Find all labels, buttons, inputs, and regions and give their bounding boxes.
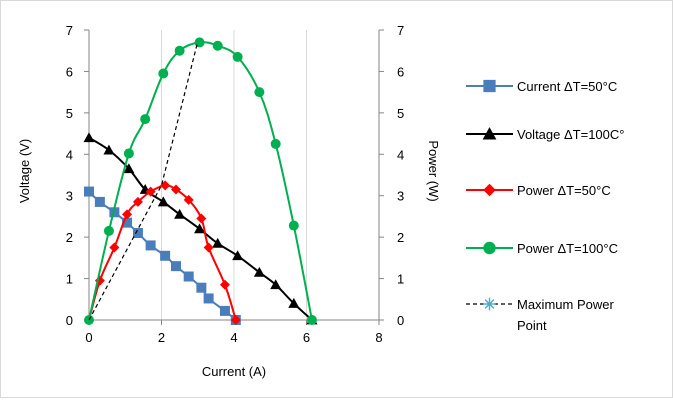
series-2-point-8 xyxy=(183,194,194,205)
series-1-point-10 xyxy=(270,279,282,290)
series-4 xyxy=(88,41,199,321)
y-tick-label-5: 5 xyxy=(66,106,73,121)
series-3-point-5 xyxy=(174,45,185,56)
series-3-point-10 xyxy=(270,138,281,149)
legend-label-4-line-2: Point xyxy=(517,318,547,333)
y2-tick-label-1: 1 xyxy=(397,272,404,287)
series-0-point-4 xyxy=(132,228,143,238)
series-2-point-11 xyxy=(219,279,230,290)
series-2-point-9 xyxy=(196,213,207,224)
legend-marker-3 xyxy=(483,241,496,255)
legend-entry-2: Power ΔT=50°C xyxy=(466,183,611,198)
series-1-point-2 xyxy=(123,163,135,174)
series-0-point-6 xyxy=(160,250,171,261)
legend-label-0: Current ΔT=50°C xyxy=(517,79,617,94)
y-tick-label-0: 0 xyxy=(66,313,73,328)
series-3-point-8 xyxy=(232,51,243,62)
series-0-point-10 xyxy=(203,293,214,304)
series-1-point-6 xyxy=(194,223,206,234)
series-3-point-2 xyxy=(123,148,134,159)
grid xyxy=(161,30,307,320)
series-1-point-4 xyxy=(157,196,169,207)
series-1-point-8 xyxy=(232,250,244,261)
series-3-point-7 xyxy=(212,40,223,51)
legend-marker-1 xyxy=(482,127,497,140)
y-tick-label-6: 6 xyxy=(66,64,73,79)
y-axis-title: Voltage (V) xyxy=(17,139,32,203)
x-tick-label-6: 6 xyxy=(303,330,310,345)
y2-axis-title: Power (W) xyxy=(426,140,441,201)
x-axis-title: Current (A) xyxy=(202,364,266,379)
legend-label-1: Voltage ΔT=100C° xyxy=(517,127,624,142)
legend-entry-4: Maximum Power Point xyxy=(466,297,614,333)
y2-tick-label-0: 0 xyxy=(397,313,404,328)
x-tick-label-8: 8 xyxy=(375,330,382,345)
x-tick-label-4: 4 xyxy=(230,330,237,345)
series-0-point-9 xyxy=(196,282,207,293)
series-1-point-11 xyxy=(288,297,300,308)
y2-tick-label-4: 4 xyxy=(397,147,404,162)
y-tick-label-4: 4 xyxy=(66,147,73,162)
series-2-point-12 xyxy=(230,315,241,325)
y2-tick-label-6: 6 xyxy=(397,64,404,79)
legend-marker-2 xyxy=(483,183,496,197)
series-1 xyxy=(83,132,318,325)
series-1-point-5 xyxy=(174,208,186,219)
series-0-point-8 xyxy=(183,271,194,282)
series-3-point-9 xyxy=(254,87,265,98)
x-tick-label-0: 0 xyxy=(85,330,92,345)
y2-tick-label-7: 7 xyxy=(397,23,404,38)
series-2 xyxy=(84,180,241,325)
series-2-point-5 xyxy=(145,186,156,197)
series-3-point-1 xyxy=(103,225,114,236)
legend-marker-4 xyxy=(483,297,496,311)
series-0-point-5 xyxy=(145,240,156,251)
y2-tick-label-5: 5 xyxy=(397,106,404,121)
series-1-point-1 xyxy=(103,144,115,155)
y-tick-label-1: 1 xyxy=(66,272,73,287)
series-0-point-1 xyxy=(94,196,105,207)
series-1-point-0 xyxy=(83,132,95,143)
series-3-point-12 xyxy=(306,315,317,325)
series-0-point-11 xyxy=(219,305,230,316)
series-3-line xyxy=(88,41,313,321)
legend-marker-0 xyxy=(483,79,496,93)
legend-label-2: Power ΔT=50°C xyxy=(517,183,611,198)
y2-tick-label-3: 3 xyxy=(397,189,404,204)
y-tick-label-2: 2 xyxy=(66,230,73,245)
series-2-point-2 xyxy=(109,242,120,253)
legend-entry-3: Power ΔT=100°C xyxy=(466,241,618,256)
y2-tick-label-2: 2 xyxy=(397,230,404,245)
series-0 xyxy=(84,186,241,325)
y-tick-label-7: 7 xyxy=(66,23,73,38)
series-2-point-7 xyxy=(171,184,181,195)
x-tick-label-2: 2 xyxy=(158,330,165,345)
legend-entry-0: Current ΔT=50°C xyxy=(466,79,617,94)
series-3-point-4 xyxy=(158,68,169,79)
series-0-point-7 xyxy=(171,261,181,272)
legend: Current ΔT=50°C Voltage ΔT=100C° Power ΔT=… xyxy=(466,79,624,333)
y-tick-label-3: 3 xyxy=(66,189,73,204)
series-0-point-0 xyxy=(84,186,94,197)
legend-label-3: Power ΔT=100°C xyxy=(517,241,618,256)
series-3-point-11 xyxy=(288,220,299,231)
series-4-line xyxy=(88,41,199,321)
series-3 xyxy=(84,37,317,325)
series-3-point-3 xyxy=(140,114,151,125)
series-1-point-7 xyxy=(212,237,224,248)
series-2-point-10 xyxy=(203,242,214,253)
legend-label-4-line-1: Maximum Power xyxy=(517,297,614,312)
series-2-point-4 xyxy=(132,196,143,207)
series-1-point-9 xyxy=(253,266,265,277)
series-layer xyxy=(83,37,318,325)
series-2-point-3 xyxy=(122,209,133,220)
legend-entry-1: Voltage ΔT=100C° xyxy=(466,127,624,142)
